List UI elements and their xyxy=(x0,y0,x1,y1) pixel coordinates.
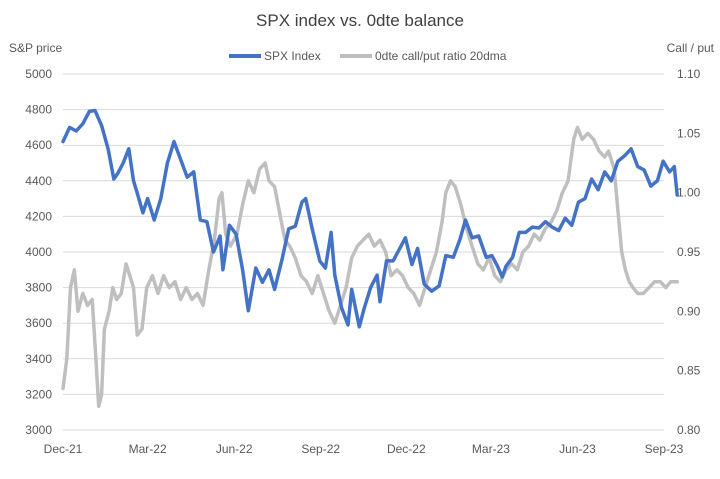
legend-label-0dte: 0dte call/put ratio 20dma xyxy=(375,49,507,63)
x-tick-label: Sep-23 xyxy=(645,442,684,456)
y-left-tick-label: 4800 xyxy=(25,103,52,117)
x-tick-label: Sep-22 xyxy=(301,442,340,456)
y-right-tick-label: 1.10 xyxy=(677,67,701,81)
y-right-tick-label: 0.80 xyxy=(677,423,701,437)
y-left-tick-label: 5000 xyxy=(25,67,52,81)
y-left-tick-label: 3800 xyxy=(25,281,52,295)
x-axis: Dec-21 Mar-22 Jun-22 Sep-22 Dec-22 Mar-23 Jun-… xyxy=(44,442,684,456)
y-left-tick-label: 4600 xyxy=(25,138,52,152)
chart-title: SPX index vs. 0dte balance xyxy=(256,11,464,30)
x-tick-label: Mar-22 xyxy=(129,442,167,456)
y-right-tick-label: 0.95 xyxy=(677,245,701,259)
gridlines xyxy=(63,73,664,431)
y-left-tick-label: 4200 xyxy=(25,209,52,223)
x-tick-label: Jun-23 xyxy=(559,442,596,456)
y-right-axis: 0.80 0.85 0.90 0.95 1.00 1.05 1.10 xyxy=(677,67,701,437)
y-left-axis-title: S&P price xyxy=(9,41,62,55)
y-left-tick-label: 4000 xyxy=(25,245,52,259)
y-left-tick-label: 3400 xyxy=(25,352,52,366)
x-tick-label: Dec-21 xyxy=(44,442,83,456)
y-right-axis-title: Call / put xyxy=(667,41,715,55)
y-right-tick-label: 1.00 xyxy=(677,186,701,200)
x-tick-label: Dec-22 xyxy=(387,442,426,456)
y-left-tick-label: 4400 xyxy=(25,174,52,188)
y-left-tick-label: 3200 xyxy=(25,387,52,401)
series-line-spx-index xyxy=(61,108,679,329)
x-tick-label: Jun-22 xyxy=(216,442,253,456)
y-left-tick-label: 3000 xyxy=(25,423,52,437)
y-right-tick-label: 0.90 xyxy=(677,304,701,318)
y-right-tick-label: 0.85 xyxy=(677,364,701,378)
legend-label-spx: SPX Index xyxy=(264,49,321,63)
y-right-tick-label: 1.05 xyxy=(677,126,701,140)
legend: SPX Index 0dte call/put ratio 20dma xyxy=(229,49,507,63)
y-left-axis: 3000 3200 3400 3600 3800 4000 4200 4400 4600 4800… xyxy=(25,67,52,437)
series-line-0dte-ratio xyxy=(61,125,679,409)
x-tick-label: Mar-23 xyxy=(472,442,510,456)
y-left-tick-label: 3600 xyxy=(25,316,52,330)
plot-area xyxy=(61,108,679,409)
